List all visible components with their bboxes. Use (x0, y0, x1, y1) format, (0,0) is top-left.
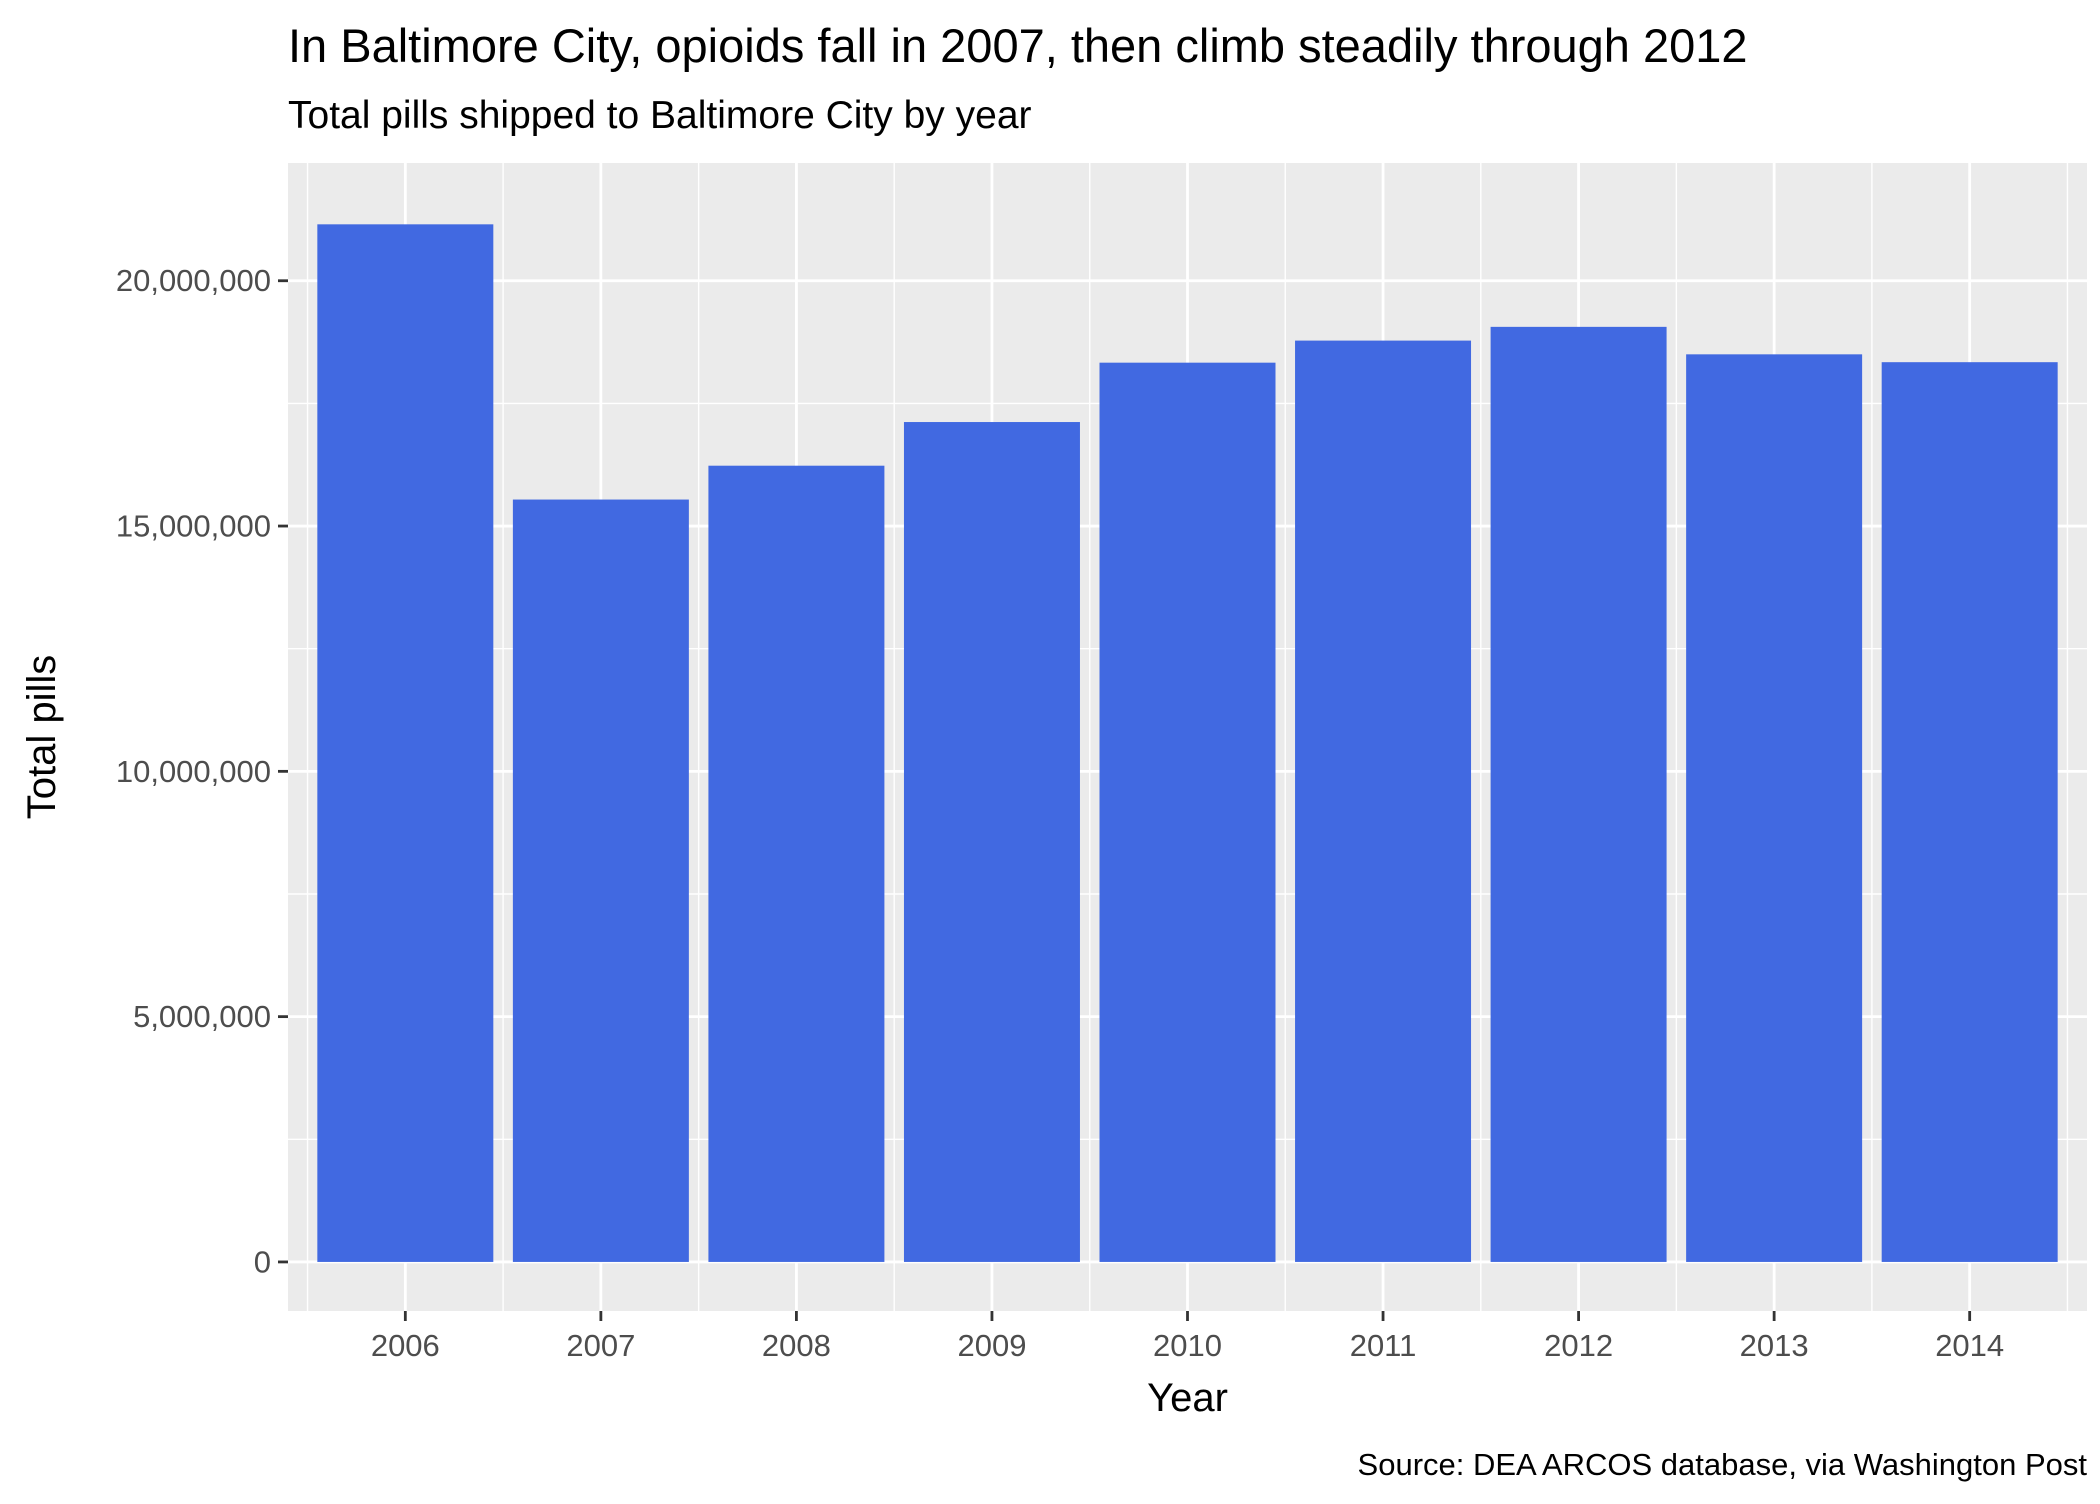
y-axis: 0 5,000,000 10,000,000 15,000,000 20,000,000 (116, 263, 288, 1279)
x-tick-label: 2008 (762, 1328, 831, 1363)
bars (317, 224, 2058, 1262)
bar-2010 (1099, 362, 1276, 1262)
bar-2014 (1881, 362, 2058, 1262)
x-tick-label: 2006 (371, 1328, 440, 1363)
x-tick-label: 2014 (1935, 1328, 2004, 1363)
x-tick-label: 2009 (957, 1328, 1026, 1363)
y-axis-title: Total pills (20, 655, 64, 820)
y-tick-label: 5,000,000 (133, 999, 271, 1034)
x-tick-label: 2010 (1153, 1328, 1222, 1363)
chart-caption: Source: DEA ARCOS database, via Washingt… (1358, 1447, 2088, 1482)
x-tick-label: 2007 (566, 1328, 635, 1363)
chart-subtitle: Total pills shipped to Baltimore City by… (288, 94, 1032, 137)
y-tick-label: 0 (254, 1244, 271, 1279)
chart-title: In Baltimore City, opioids fall in 2007,… (288, 19, 1748, 72)
x-axis-title: Year (1147, 1376, 1228, 1420)
x-tick-label: 2012 (1544, 1328, 1613, 1363)
bar-2008 (708, 465, 885, 1262)
bar-2006 (317, 224, 494, 1262)
bar-2012 (1490, 326, 1667, 1262)
bar-2009 (903, 422, 1080, 1262)
y-tick-label: 20,000,000 (116, 263, 271, 298)
bar-2007 (512, 499, 689, 1262)
bar-2011 (1295, 340, 1472, 1262)
bar-2013 (1686, 354, 1863, 1262)
y-tick-label: 10,000,000 (116, 754, 271, 789)
x-axis: 2006 2007 2008 2009 2010 2011 2012 2013 2014 (371, 1311, 2004, 1363)
x-tick-label: 2011 (1350, 1328, 1417, 1363)
y-tick-label: 15,000,000 (116, 509, 271, 544)
x-tick-label: 2013 (1740, 1328, 1809, 1363)
